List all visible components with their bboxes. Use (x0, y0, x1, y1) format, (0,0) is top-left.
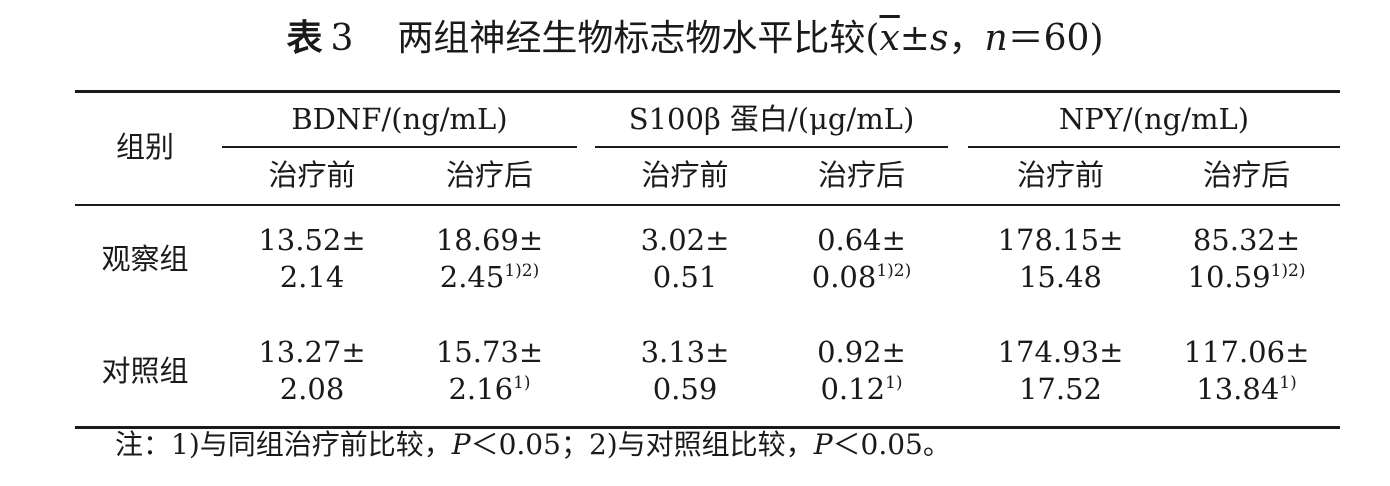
table-cell: 13.52± 2.14 (258, 223, 366, 294)
caption-eq: ＝60) (1007, 18, 1104, 59)
s100-subrule (595, 146, 948, 148)
table-cell: 117.06± 13.841) (1183, 335, 1310, 406)
caption-s: s (929, 18, 949, 59)
header-bottom-rule (75, 204, 1340, 206)
subheader-bdnf-after: 治疗后 (445, 158, 533, 192)
caption-n: n (984, 18, 1008, 59)
table-caption: 表 3 两组神经生物标志物水平比较(x±s，n＝60) (0, 14, 1390, 64)
caption-pm: ± (899, 18, 930, 59)
table-cell: 13.27± 2.08 (258, 335, 366, 406)
npy-subrule (968, 146, 1340, 148)
row-group-label: 对照组 (101, 354, 189, 388)
table-cell: 18.69± 2.451)2) (435, 223, 544, 294)
caption-comma: ， (948, 18, 985, 59)
subheader-bdnf-before: 治疗前 (268, 158, 356, 192)
subheader-npy-before: 治疗前 (1016, 158, 1104, 192)
header-group: 组别 (115, 130, 174, 164)
table-cell: 3.13± 0.59 (640, 335, 730, 406)
row-group-label: 观察组 (101, 242, 189, 276)
subheader-s100b-after: 治疗后 (817, 158, 905, 192)
table-note: 注：1)与同组治疗前比较，P＜0.05；2)与对照组比较，P＜0.05。 (115, 428, 951, 461)
table-cell: 174.93± 17.52 (997, 335, 1124, 406)
table-cell: 15.73± 2.161) (435, 335, 544, 406)
table-cell: 3.02± 0.51 (640, 223, 730, 294)
header-bdnf: BDNF/(ng/mL) (291, 102, 508, 136)
caption-label: 表 (286, 18, 323, 59)
table-cell: 85.32± 10.591)2) (1187, 223, 1306, 294)
table-cell: 0.92± 0.121) (817, 335, 906, 406)
top-rule (75, 90, 1340, 93)
subheader-s100b-before: 治疗前 (641, 158, 729, 192)
subheader-npy-after: 治疗后 (1202, 158, 1290, 192)
header-npy: NPY/(ng/mL) (1058, 102, 1250, 136)
caption-number: 3 (330, 18, 354, 59)
bottom-rule (75, 426, 1340, 429)
caption-xbar: x (879, 18, 900, 59)
table-cell: 0.64± 0.081)2) (811, 223, 912, 294)
bdnf-subrule (222, 146, 577, 148)
header-s100b: S100β 蛋白/(μg/mL) (628, 102, 915, 136)
caption-title: 两组神经生物标志物水平比较( (397, 18, 880, 59)
table-cell: 178.15± 15.48 (997, 223, 1124, 294)
